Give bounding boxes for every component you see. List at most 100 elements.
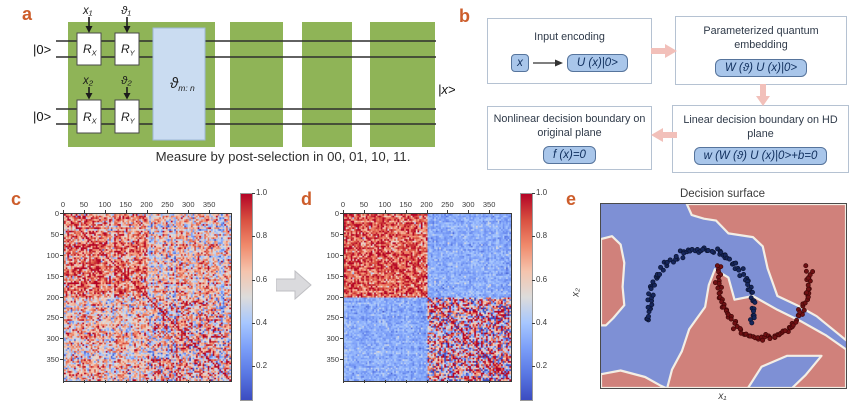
svg-text:ϑ₂: ϑ₂ [121, 75, 132, 87]
y-tick-label: 200 [46, 292, 59, 302]
moon-data-point [733, 260, 739, 266]
moon-data-point [667, 257, 673, 263]
flow-box-nonlinear-boundary: Nonlinear decision boundary on original … [487, 106, 652, 170]
svg-text:RX: RX [83, 110, 98, 126]
x-tick-mark-bottom [363, 380, 365, 383]
colorbar-tick-mark [532, 236, 535, 238]
y-tick-label: 50 [50, 229, 59, 239]
y-tick-label: 300 [46, 334, 59, 344]
ry-gate-q1: RY [114, 32, 140, 66]
svg-text:ϑm: n: ϑm: n [170, 75, 195, 93]
moon-data-point [709, 249, 715, 254]
x-tick-mark-bottom [83, 380, 85, 383]
x-tick-mark [468, 210, 470, 213]
svg-text:RY: RY [121, 110, 136, 126]
flow-box-input-encoding: Input encoding x U (x)|0> [487, 18, 652, 84]
moon-data-point [807, 272, 813, 278]
flow-box-linear-boundary: Linear decision boundary on HD plane w (… [672, 105, 849, 173]
maps-to-arrow-icon [532, 59, 563, 67]
x-tick-mark [384, 210, 386, 213]
moon-data-point [716, 281, 722, 287]
x-tick-mark-bottom [63, 380, 64, 383]
formula-chip: w (W (ϑ) U (x)|0>+b=0 [693, 147, 828, 166]
panel-a-label: a [22, 4, 33, 24]
measurement-caption: Measure by post-selection in 00, 01, 10,… [155, 149, 411, 164]
x-tick-mark-bottom [447, 380, 449, 383]
x-tick-mark-bottom [405, 380, 407, 383]
panel-b-label: b [459, 6, 470, 26]
moon-data-point [716, 290, 722, 296]
flow-arrow-left-icon [651, 128, 677, 142]
moon-data-point [673, 253, 679, 259]
x2-axis-label: x₂ [570, 288, 582, 297]
input-x2: x₂ [82, 75, 94, 100]
moon-data-point [650, 292, 656, 298]
x-tick-mark-bottom [104, 380, 106, 383]
x-tick-mark [343, 210, 344, 213]
flow-arrow-right-icon [651, 44, 677, 58]
moon-data-point [657, 271, 663, 277]
y-tick-mark [60, 213, 63, 214]
colorbar-tick-mark [252, 366, 255, 368]
moon-data-point [728, 316, 734, 322]
x-tick-mark [363, 210, 365, 213]
x-tick-mark [489, 210, 491, 213]
x-tick-label: 200 [420, 200, 433, 209]
flow-box-title: Parameterized quantum embedding [703, 24, 819, 51]
flow-box-quantum-embedding: Parameterized quantum embedding W (ϑ) U … [675, 16, 847, 85]
svg-text:ϑ₁: ϑ₁ [121, 5, 131, 17]
region-red [601, 369, 667, 388]
x-tick-mark [125, 210, 127, 213]
panel-d-label: d [301, 189, 312, 209]
x-tick-label: 350 [202, 200, 216, 209]
y-tick-label: 350 [326, 355, 339, 365]
y-tick-mark [340, 213, 343, 214]
region-red [601, 235, 626, 327]
colorbar-tick-mark [252, 193, 255, 194]
x-tick-mark [83, 210, 85, 213]
panel-a-circuit-diagram: |0> |0> RX RY RX RY ϑm: n x₁ ϑ₁ [33, 5, 455, 147]
transform-arrow-icon [276, 270, 312, 300]
x-tick-label: 100 [378, 200, 391, 209]
colorbar-tick-mark [252, 323, 255, 325]
colorbar-tick-mark [532, 279, 535, 281]
x-tick-mark-bottom [188, 380, 190, 383]
moon-data-point [760, 337, 766, 343]
kernel-matrix-after-canvas [343, 213, 512, 382]
y-tick-mark [60, 338, 63, 340]
output-ket: |x> [438, 82, 455, 97]
x-tick-mark-bottom [468, 380, 470, 383]
formula-chip: f (x)=0 [543, 145, 596, 164]
y-tick-mark [340, 254, 343, 256]
colorbar-gradient [240, 193, 253, 401]
flow-box-title: Input encoding [534, 30, 605, 43]
x-tick-label: 200 [140, 200, 153, 209]
moon-data-point [646, 291, 652, 297]
y-tick-mark [60, 254, 63, 256]
y-tick-mark [60, 296, 63, 298]
kernel-matrix-after-plot: 0 50 100 150 200 250 300 350 0 50 100 150 200 250 300 3… [326, 200, 512, 383]
moon-data-point [802, 300, 808, 306]
y-tick-label: 200 [326, 292, 339, 302]
flow-arrow-down-icon [756, 84, 770, 106]
colorbar-tick-label: 0.6 [536, 274, 548, 284]
y-tick-label: 250 [46, 313, 59, 323]
input-x1: x₁ [82, 5, 93, 33]
colorbar-gradient [520, 193, 533, 401]
x-tick-label: 100 [98, 200, 111, 209]
input-theta1: ϑ₁ [121, 5, 131, 33]
x-tick-label: 350 [482, 200, 496, 209]
colorbar-tick-label: 0.4 [256, 318, 268, 328]
y-tick-mark [340, 233, 343, 235]
y-tick-mark [60, 317, 63, 319]
moon-data-point [705, 248, 711, 253]
x1-axis-label: x₁ [718, 391, 727, 402]
x-tick-mark [167, 210, 169, 213]
colorbar-tick-mark [252, 279, 255, 281]
moon-data-point [646, 313, 651, 319]
x-tick-mark [447, 210, 449, 213]
y-tick-mark [60, 275, 63, 277]
x-tick-mark [104, 210, 106, 213]
x-tick-mark [405, 210, 407, 213]
colorbar-tick-label: 0.6 [256, 274, 268, 284]
